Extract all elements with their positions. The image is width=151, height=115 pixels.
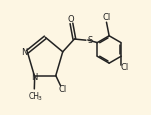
Text: N: N bbox=[31, 72, 38, 81]
Text: N: N bbox=[21, 47, 27, 56]
Text: 3: 3 bbox=[37, 95, 41, 100]
Text: Cl: Cl bbox=[103, 13, 111, 22]
Text: CH: CH bbox=[29, 91, 40, 100]
Text: S: S bbox=[87, 36, 93, 45]
Text: Cl: Cl bbox=[59, 84, 67, 93]
Text: Cl: Cl bbox=[121, 62, 129, 71]
Text: O: O bbox=[67, 15, 74, 24]
